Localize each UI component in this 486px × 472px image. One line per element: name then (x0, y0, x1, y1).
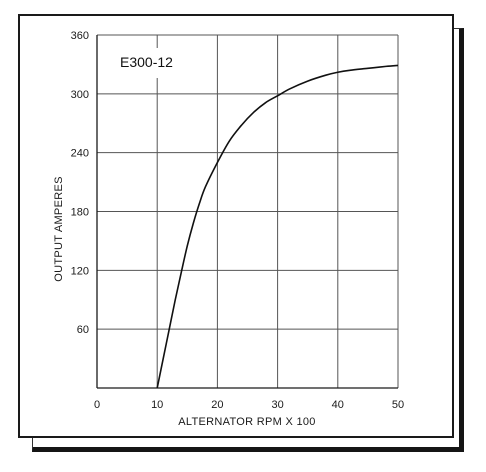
grid (97, 34, 399, 388)
x-tick-label: 20 (211, 399, 223, 411)
y-tick-label: 180 (71, 207, 89, 219)
y-tick-label: 120 (71, 265, 89, 277)
x-tick-label: 0 (94, 399, 100, 411)
y-tick-label: 300 (71, 89, 89, 101)
chart-title-backing (110, 48, 200, 78)
x-axis-label: ALTERNATOR RPM X 100 (178, 416, 315, 428)
axes (96, 35, 398, 389)
tick-labels: 0 10 20 30 40 50 60 120 180 240 300 360 (71, 30, 404, 411)
x-tick-label: 50 (392, 399, 404, 411)
output-curve (156, 64, 399, 389)
y-tick-label: 60 (77, 324, 89, 336)
y-axis-label: OUTPUT AMPERES (53, 176, 65, 281)
chart-title: E300-12 (120, 54, 173, 70)
series (156, 64, 399, 389)
x-tick-label: 30 (271, 399, 283, 411)
x-tick-label: 40 (332, 399, 344, 411)
front-card-frame (18, 14, 454, 438)
x-tick-label: 10 (151, 399, 163, 411)
y-tick-label: 360 (71, 30, 89, 42)
y-tick-label: 240 (71, 148, 89, 160)
